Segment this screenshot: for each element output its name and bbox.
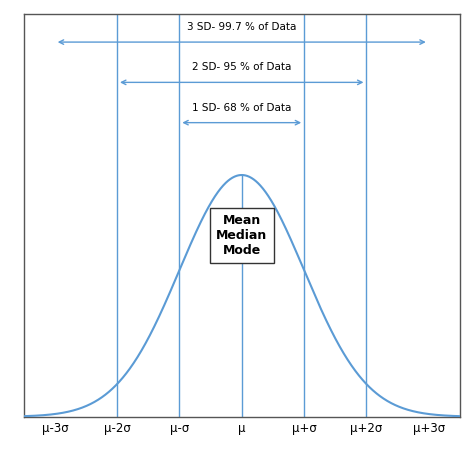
Text: 1 SD- 68 % of Data: 1 SD- 68 % of Data (192, 103, 292, 113)
Text: 2 SD- 95 % of Data: 2 SD- 95 % of Data (192, 63, 292, 72)
Text: 3 SD- 99.7 % of Data: 3 SD- 99.7 % of Data (187, 22, 296, 32)
Text: Mean
Median
Mode: Mean Median Mode (216, 214, 267, 257)
